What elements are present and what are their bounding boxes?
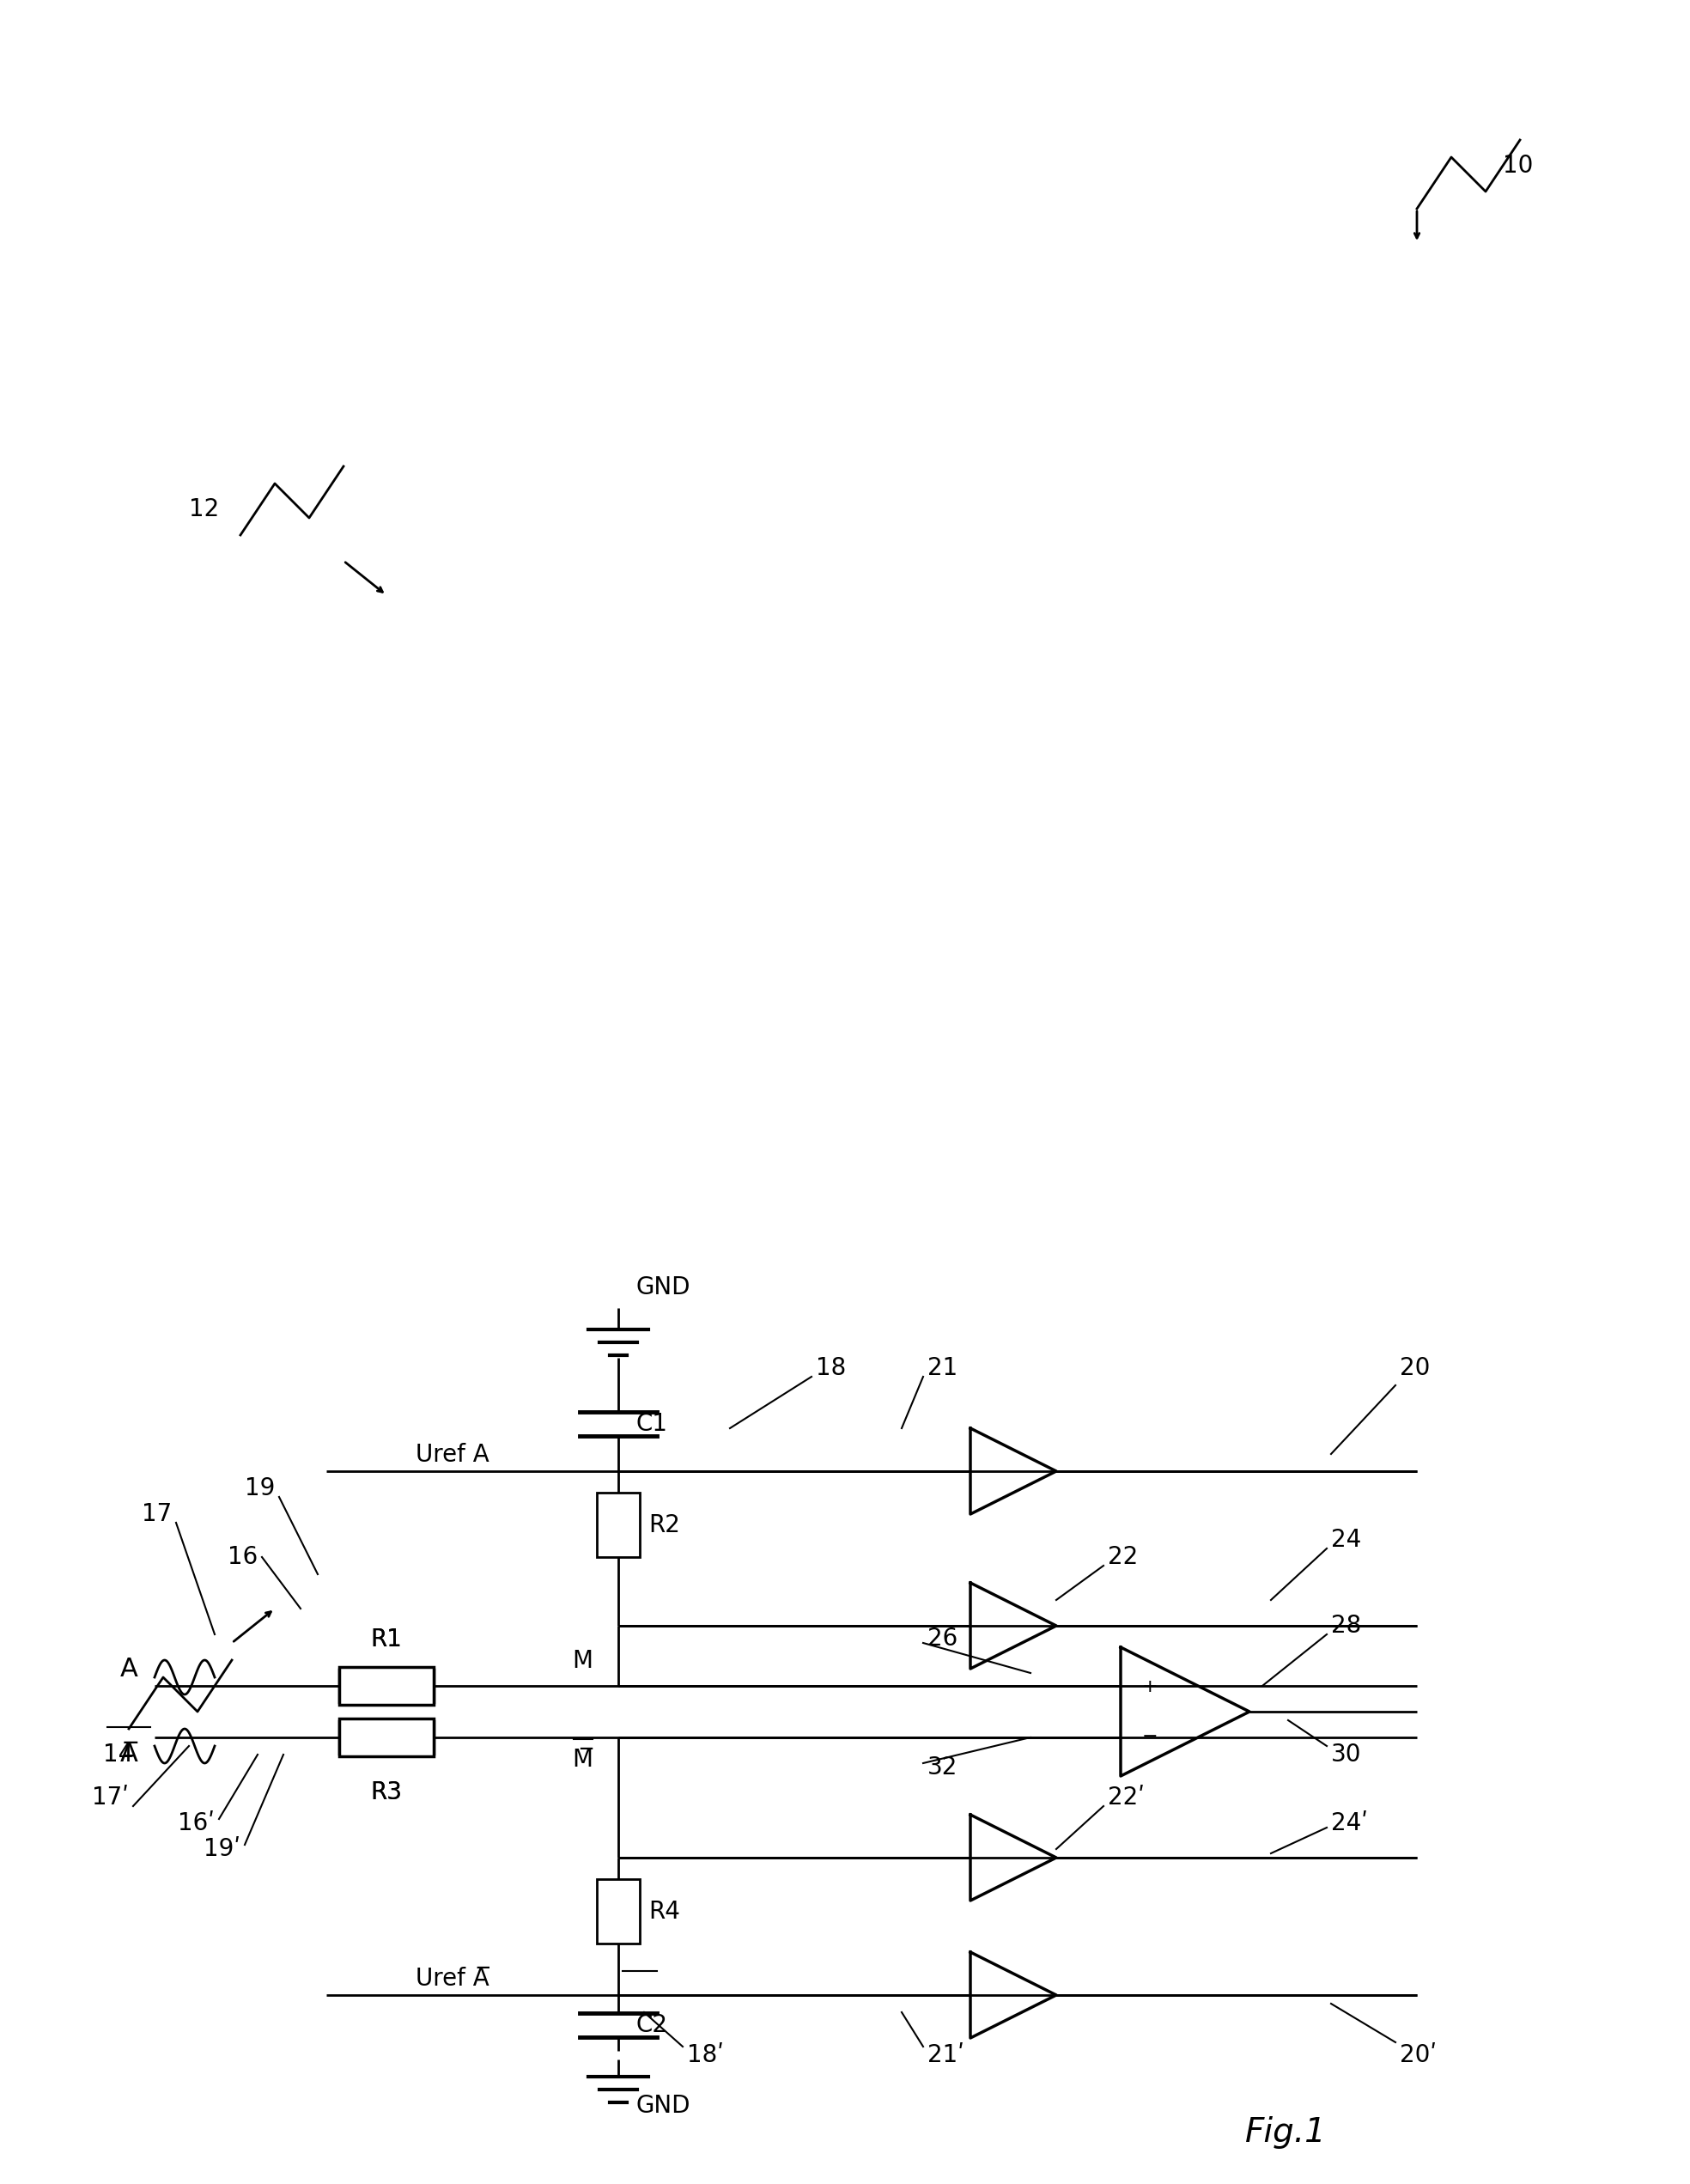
Text: Uref A: Uref A	[416, 1444, 490, 1468]
Text: 22ʹ: 22ʹ	[1107, 1787, 1144, 1811]
Text: A̅: A̅	[120, 1741, 139, 1767]
Bar	[340, 1669, 434, 1701]
Text: 21ʹ: 21ʹ	[928, 2044, 965, 2068]
Text: 21: 21	[928, 1356, 958, 1380]
Text: A: A	[120, 1658, 139, 1682]
Text: Fig.1: Fig.1	[1246, 2116, 1327, 2149]
Text: R3: R3	[370, 1780, 402, 1804]
Text: 30: 30	[1332, 1743, 1362, 1767]
Text: 22: 22	[1107, 1544, 1137, 1568]
Text: +: +	[1142, 1679, 1158, 1695]
Text: R1: R1	[370, 1627, 402, 1651]
Bar	[597, 1492, 641, 1557]
Text: R4: R4	[649, 1900, 679, 1924]
Text: 12: 12	[189, 498, 220, 522]
Text: 10: 10	[1502, 153, 1533, 177]
Text: M: M	[571, 1649, 593, 1673]
Bar	[340, 1666, 434, 1706]
Text: 14: 14	[103, 1743, 134, 1767]
Text: M̅: M̅	[571, 1747, 593, 1771]
Text: 17ʹ: 17ʹ	[91, 1787, 128, 1811]
Text: R1: R1	[370, 1627, 402, 1651]
Text: 16: 16	[228, 1544, 257, 1568]
Text: C2: C2	[635, 2014, 668, 2038]
Text: 19ʹ: 19ʹ	[203, 1837, 240, 1861]
Text: 18ʹ: 18ʹ	[688, 2044, 723, 2068]
Text: 24: 24	[1332, 1529, 1362, 1553]
Text: GND: GND	[635, 2094, 690, 2118]
Text: 17: 17	[142, 1503, 172, 1527]
Bar	[597, 1878, 641, 1944]
Text: 16ʹ: 16ʹ	[177, 1811, 215, 1835]
Text: C1: C1	[635, 1411, 668, 1435]
Text: 18: 18	[816, 1356, 847, 1380]
Text: 19: 19	[245, 1476, 275, 1500]
Text: 20: 20	[1399, 1356, 1430, 1380]
Text: GND: GND	[635, 1275, 690, 1299]
Text: Uref A̅: Uref A̅	[416, 1968, 490, 1992]
Text: 24ʹ: 24ʹ	[1332, 1811, 1367, 1835]
Text: 28: 28	[1332, 1614, 1362, 1638]
Text: R2: R2	[649, 1514, 679, 1538]
Bar	[340, 1719, 434, 1756]
Text: R3: R3	[370, 1780, 402, 1804]
Bar	[340, 1721, 434, 1754]
Text: 32: 32	[928, 1756, 958, 1780]
Text: 26: 26	[928, 1627, 958, 1651]
Text: 20ʹ: 20ʹ	[1399, 2044, 1436, 2068]
Text: −: −	[1142, 1728, 1158, 1745]
